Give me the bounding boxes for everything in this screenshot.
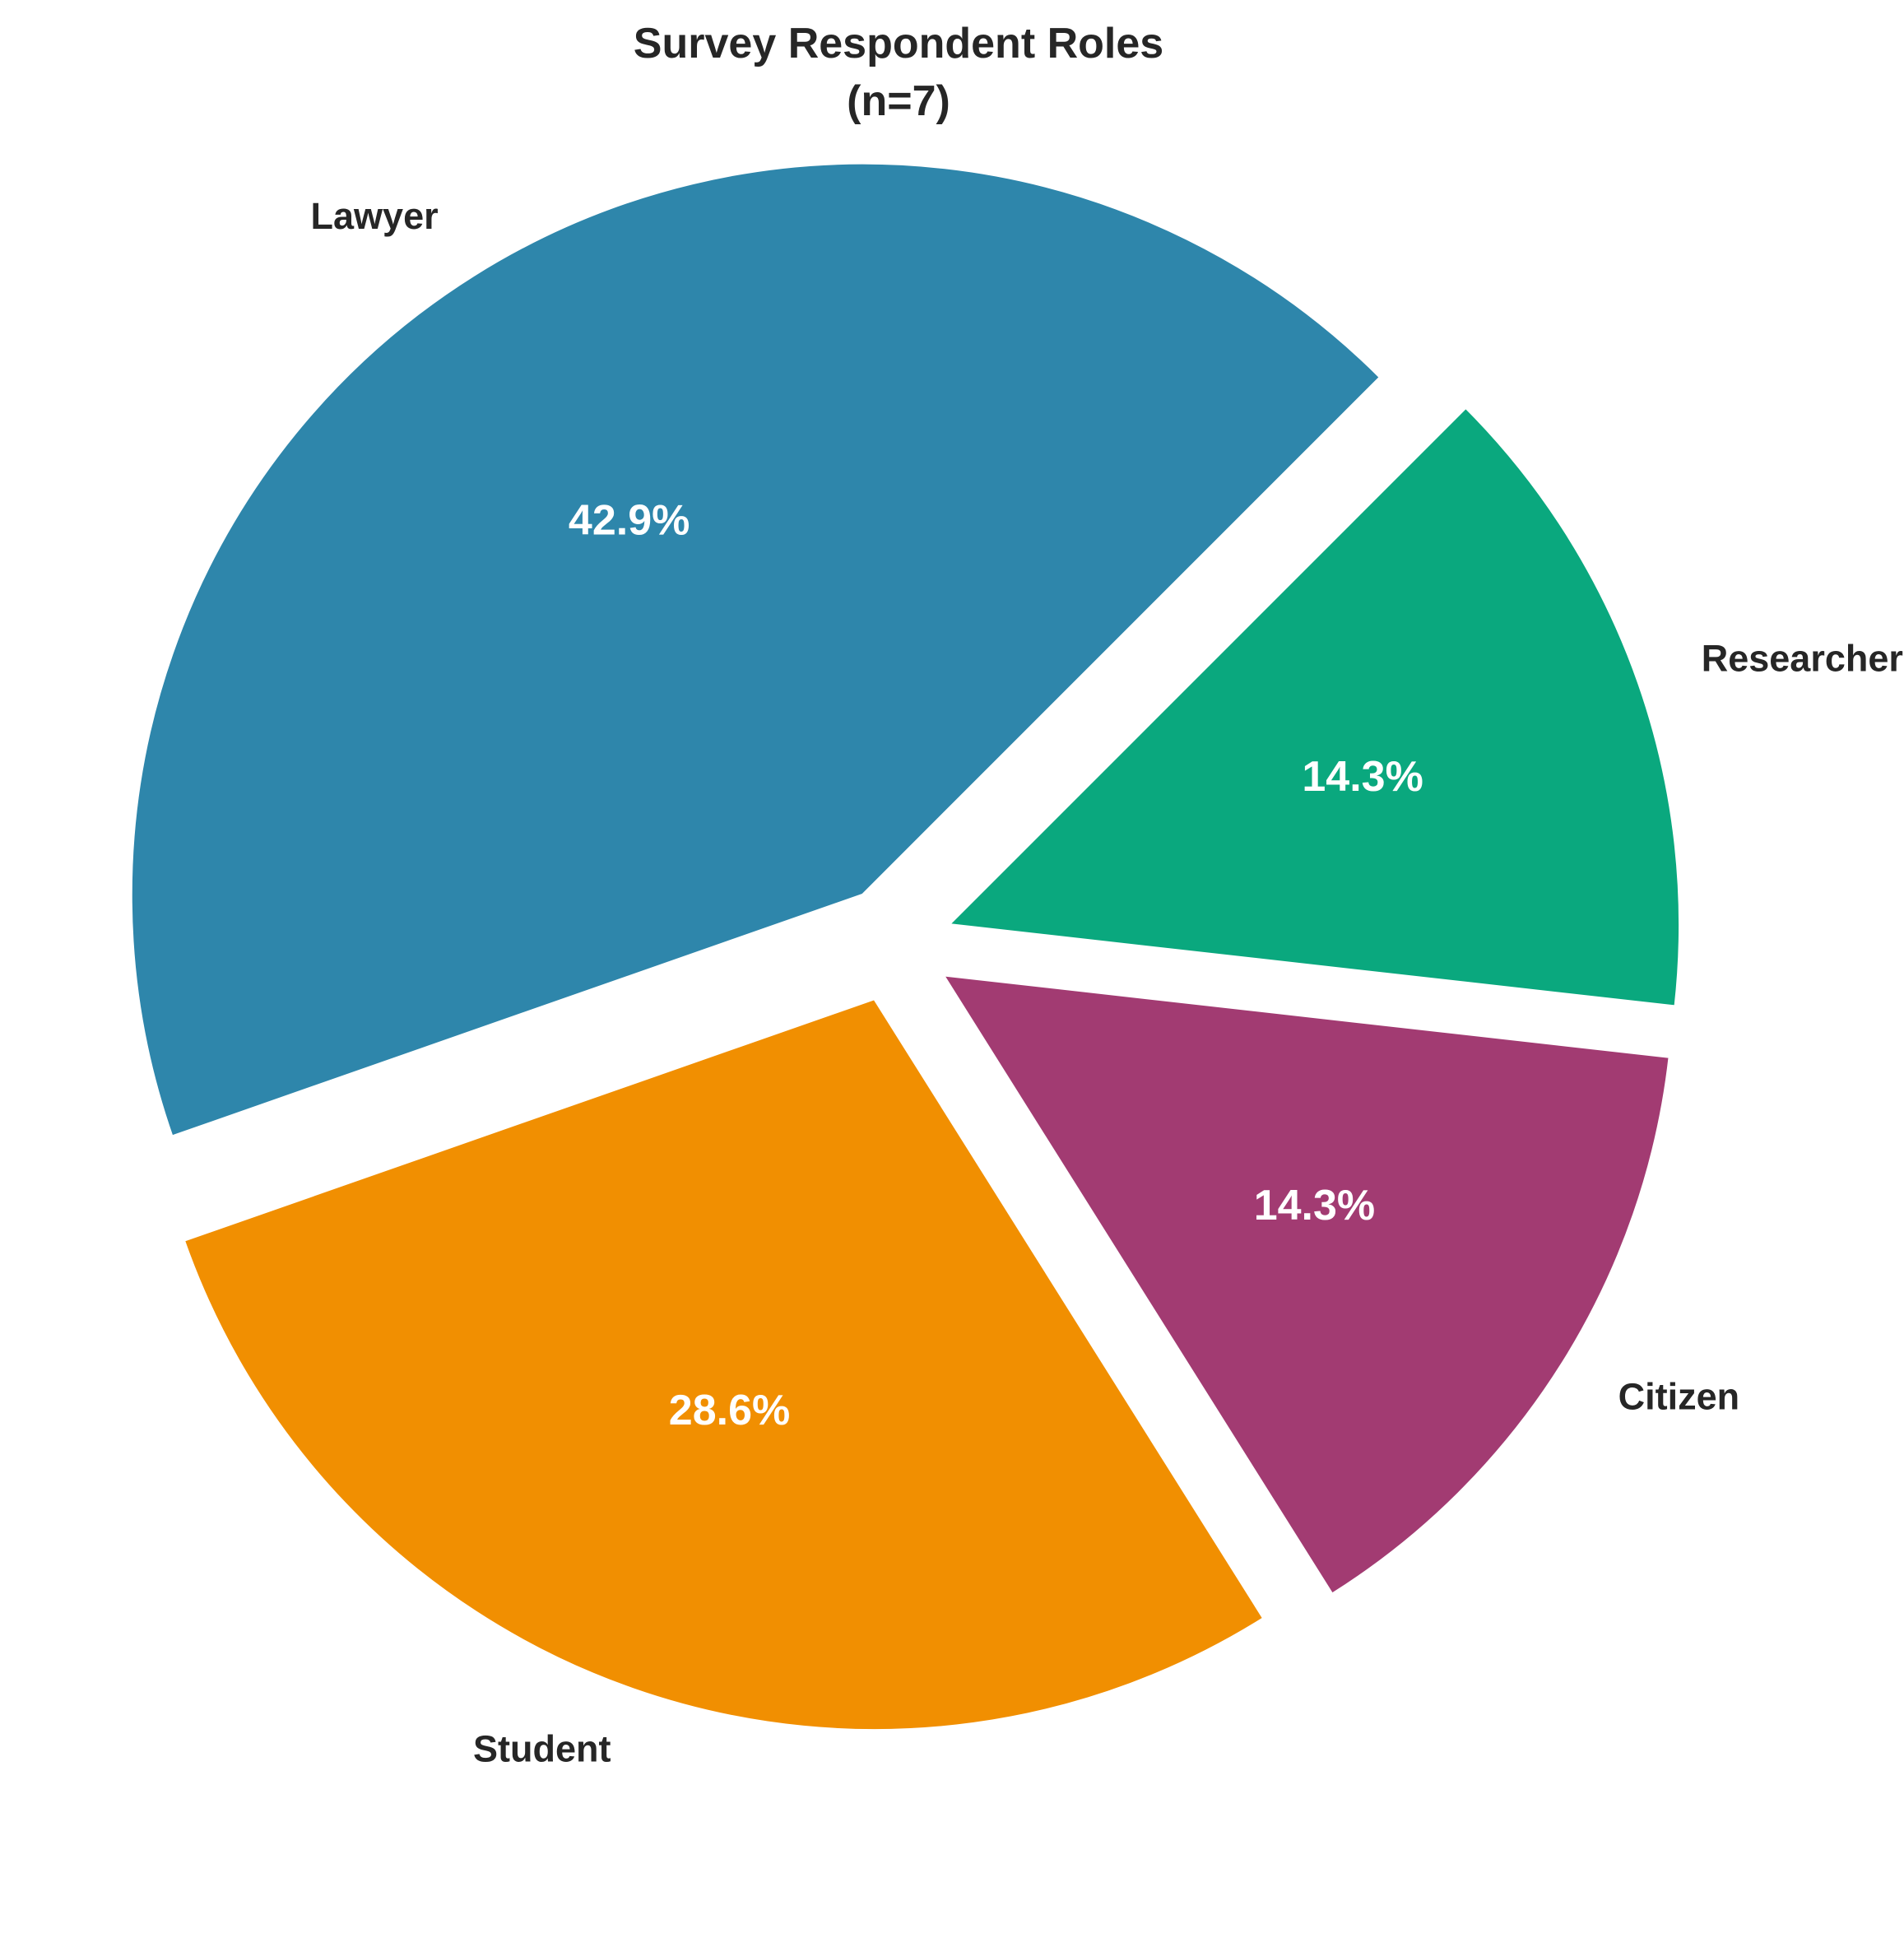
pie-labels: Lawyer 42.9% Student 28.6% Citizen 14.3% Resea…: [311, 195, 1903, 1769]
pie-slice-researcher: [944, 404, 1683, 1009]
pie-slice-citizen: [939, 972, 1672, 1597]
slice-label-citizen: Citizen: [1618, 1375, 1740, 1417]
percent-label-student: 28.6%: [669, 1387, 790, 1434]
chart-title: Survey Respondent Roles: [634, 20, 1163, 67]
slice-label-researcher: Researcher: [1702, 637, 1903, 679]
pie-slice-student: [181, 996, 1267, 1733]
slice-label-lawyer: Lawyer: [311, 195, 439, 237]
slice-label-student: Student: [473, 1728, 611, 1770]
pie-slices: [128, 160, 1683, 1733]
pie-slice-lawyer: [128, 160, 1383, 1140]
percent-label-researcher: 14.3%: [1302, 753, 1423, 801]
percent-label-citizen: 14.3%: [1254, 1182, 1375, 1229]
percent-label-lawyer: 42.9%: [569, 496, 690, 544]
chart-subtitle: (n=7): [847, 77, 950, 125]
